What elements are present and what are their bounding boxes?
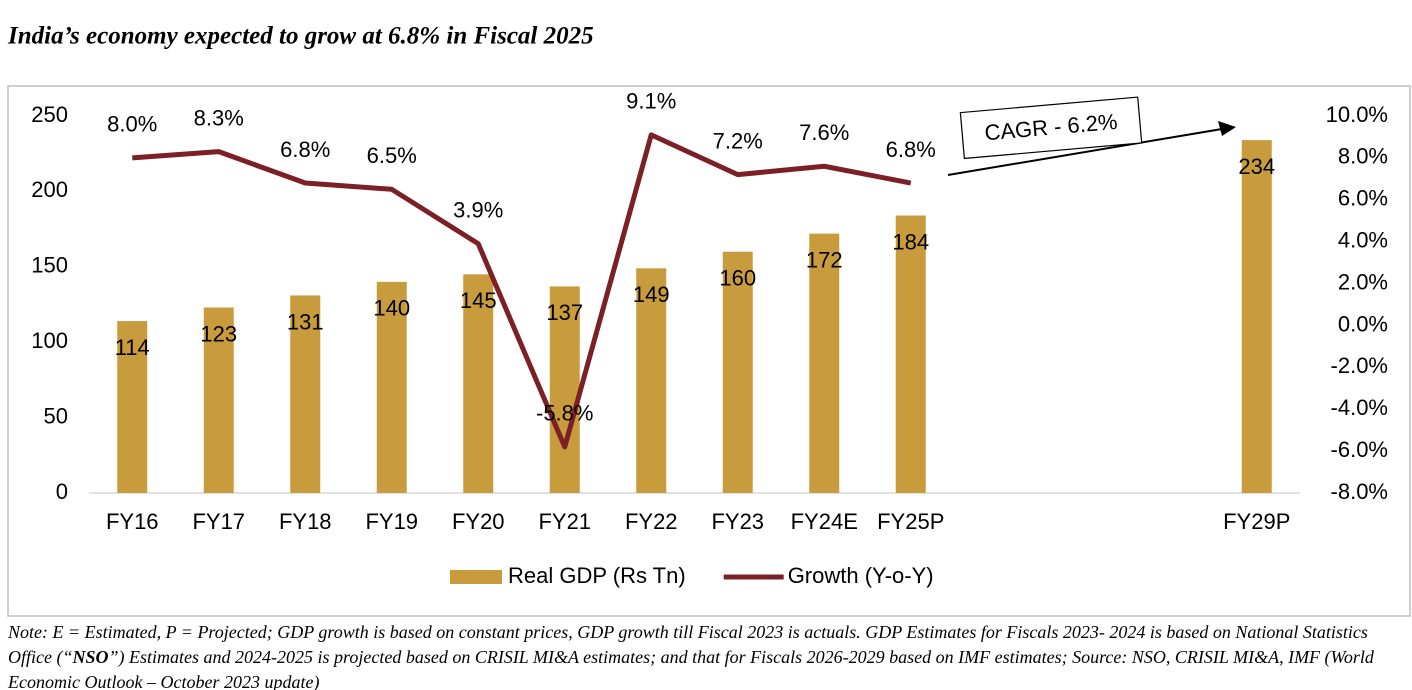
chart-frame [7,85,1411,617]
line-label: 6.8% [886,137,936,162]
legend-label: Real GDP (Rs Tn) [508,563,686,588]
x-tick-label: FY24E [791,509,858,534]
note-bold: NSO [72,647,109,667]
line-label: 6.8% [280,137,330,162]
y2-tick-label: -2.0% [1331,353,1388,378]
bar [895,215,926,493]
bar-label: 160 [719,266,756,291]
line-label: 7.2% [713,128,763,153]
annotation-box [959,96,1143,160]
bar [1241,140,1272,494]
y2-tick-label: -4.0% [1331,395,1388,420]
bar-label: 184 [892,229,929,254]
x-tick-label: FY20 [452,509,505,534]
bar [376,281,407,493]
line-label: 7.6% [799,120,849,145]
y-tick-label: 150 [31,253,68,278]
bar-label: 172 [806,247,843,272]
bar-label: 149 [633,282,670,307]
bar [117,321,148,493]
x-tick-label: FY18 [279,509,332,534]
note-text: Note: E = Estimated, P = Projected; GDP … [8,622,1368,667]
y-tick-label: 0 [56,479,68,504]
x-tick-label: FY21 [538,509,591,534]
bar [463,274,494,493]
y2-tick-label: 0.0% [1338,311,1388,336]
x-tick-label: FY29P [1223,509,1290,534]
y2-tick-label: 6.0% [1338,186,1388,211]
x-tick-label: FY25P [877,509,944,534]
note: Note: E = Estimated, P = Projected; GDP … [8,620,1412,690]
bar [549,286,580,493]
x-tick-label: FY23 [711,509,764,534]
line-label: 9.1% [626,89,676,114]
legend-label: Growth (Y-o-Y) [788,563,934,588]
cagr-annotation: CAGR - 6.2% [947,96,1236,176]
line-label: -5.8% [536,401,593,426]
x-tick-label: FY17 [192,509,245,534]
bar-label: 114 [115,335,150,360]
bar-label: 234 [1238,154,1275,179]
y2-tick-label: 2.0% [1338,269,1388,294]
y2-tick-label: 8.0% [1338,144,1388,169]
y2-tick-label: 4.0% [1338,227,1388,252]
legend-swatch [450,570,502,584]
x-tick-label: FY19 [365,509,418,534]
arrow-head [1218,121,1236,136]
line-label: 3.9% [453,198,503,223]
line-label: 6.5% [367,143,417,168]
bar [809,233,840,493]
line-label: 8.0% [107,112,157,137]
note-text: ”) Estimates and 2024-2025 is projected … [8,647,1374,690]
y-tick-label: 250 [31,102,68,127]
bar [722,251,753,493]
y-tick-label: 100 [31,328,68,353]
y2-tick-label: 10.0% [1326,102,1388,127]
line-label: 8.3% [194,105,244,130]
bar-label: 131 [287,309,324,334]
bar-label: 145 [460,288,497,313]
arrow-line [947,128,1223,176]
y-tick-label: 50 [44,403,68,428]
y2-tick-label: -8.0% [1331,479,1388,504]
y2-tick-label: -6.0% [1331,437,1388,462]
bar [290,295,321,493]
bar-label: 137 [546,300,583,325]
chart-title: India’s economy expected to grow at 6.8%… [7,23,594,50]
bar [636,268,667,493]
bar [203,307,234,493]
bar-label: 140 [373,296,410,321]
y-tick-label: 200 [31,177,68,202]
growth-line [132,132,912,450]
x-tick-label: FY16 [106,509,159,534]
x-tick-label: FY22 [625,509,678,534]
bar-label: 123 [200,321,237,346]
